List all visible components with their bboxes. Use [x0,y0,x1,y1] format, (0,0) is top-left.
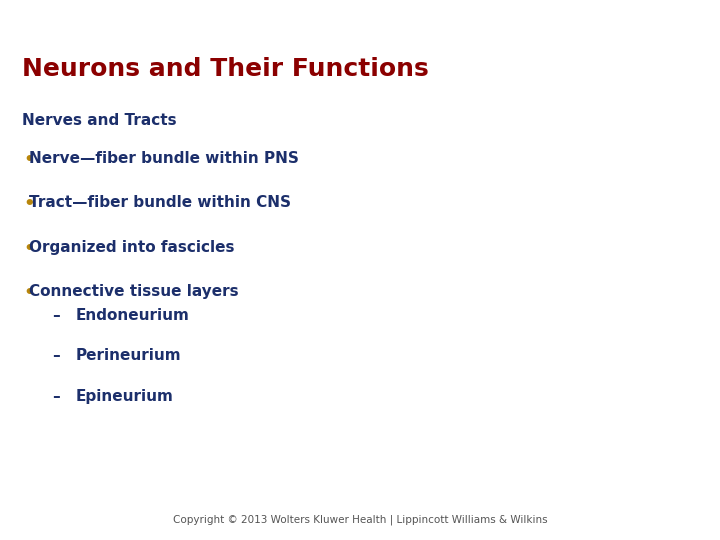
Text: Epineurium: Epineurium [76,389,174,404]
Text: •: • [23,151,35,169]
Text: •: • [23,195,35,213]
Text: Nerves and Tracts: Nerves and Tracts [22,113,176,129]
Text: Organized into fascicles: Organized into fascicles [29,240,234,255]
Text: Copyright © 2013 Wolters Kluwer Health | Lippincott Williams & Wilkins: Copyright © 2013 Wolters Kluwer Health |… [173,515,547,525]
Text: –: – [52,389,60,404]
Text: –: – [52,308,60,323]
Text: Tract—fiber bundle within CNS: Tract—fiber bundle within CNS [29,195,291,211]
Text: Perineurium: Perineurium [76,348,181,363]
Text: •: • [23,284,35,302]
Text: Nerve—fiber bundle within PNS: Nerve—fiber bundle within PNS [29,151,299,166]
Text: •: • [23,240,35,258]
Text: Taylor: Memmler's Structure and Function of the Human Body: Taylor: Memmler's Structure and Function… [6,5,328,15]
Text: –: – [52,348,60,363]
Text: Connective tissue layers: Connective tissue layers [29,284,238,299]
Text: Neurons and Their Functions: Neurons and Their Functions [22,57,428,80]
Text: Endoneurium: Endoneurium [76,308,189,323]
